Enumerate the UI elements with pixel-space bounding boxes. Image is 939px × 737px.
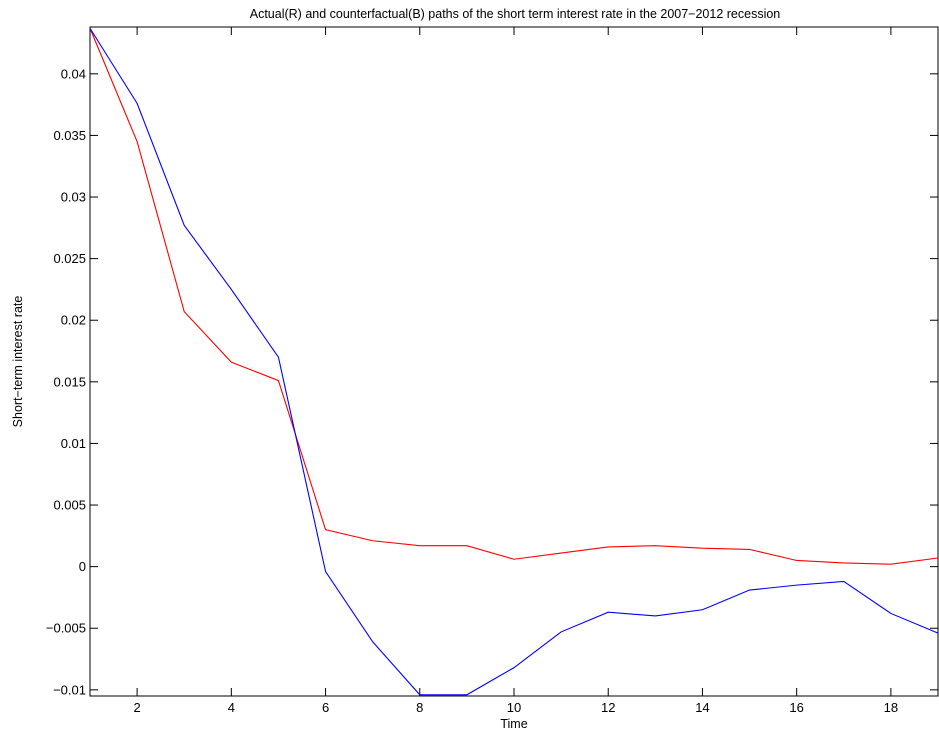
x-tick-label: 2 (133, 700, 140, 715)
x-axis-label: Time (500, 717, 527, 731)
y-tick-label: 0.015 (53, 374, 86, 389)
x-tick-label: 12 (601, 700, 615, 715)
y-tick-label: 0.035 (53, 128, 86, 143)
y-tick-label: 0.005 (53, 498, 86, 513)
y-tick-label: 0.04 (61, 66, 86, 81)
x-tick-label: 6 (322, 700, 329, 715)
y-tick-label: −0.005 (46, 621, 86, 636)
x-tick-label: 14 (695, 700, 709, 715)
tick-labels: 2 4 6 8 10 12 14 16 18 −0.01 −0.005 0 0.005 0.01 0.015… (46, 66, 898, 715)
x-tick-label: 16 (789, 700, 803, 715)
y-tick-label: 0.01 (61, 436, 86, 451)
x-tick-label: 8 (416, 700, 423, 715)
x-tick-label: 10 (507, 700, 521, 715)
series-group (89, 27, 939, 696)
chart-title: Actual(R) and counterfactual(B) paths of… (250, 7, 781, 21)
x-tick-label: 18 (884, 700, 898, 715)
x-tick-label: 4 (228, 700, 235, 715)
series-line-1 (89, 28, 939, 565)
y-tick-label: 0.025 (53, 251, 86, 266)
y-tick-label: 0 (79, 559, 86, 574)
plot-frame (89, 26, 939, 697)
y-tick-label: 0.03 (61, 190, 86, 205)
y-axis-label: Short−term interest rate (11, 296, 25, 428)
y-tick-label: 0.02 (61, 313, 86, 328)
y-tick-label: −0.01 (53, 682, 86, 697)
axis-ticks (90, 27, 938, 696)
series-line-2 (89, 27, 939, 696)
